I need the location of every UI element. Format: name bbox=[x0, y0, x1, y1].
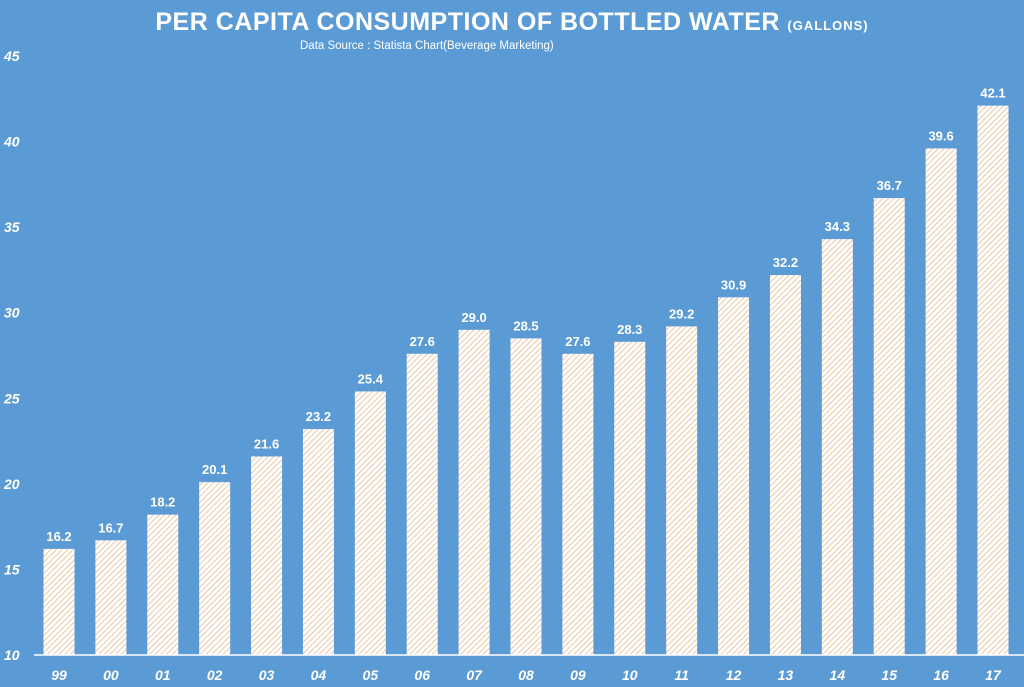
y-tick-label: 35 bbox=[4, 219, 20, 235]
x-tick-label: 99 bbox=[51, 667, 67, 683]
data-label: 32.2 bbox=[773, 255, 798, 270]
x-tick-label: 03 bbox=[259, 667, 275, 683]
y-tick-label: 20 bbox=[3, 476, 20, 492]
bar-13 bbox=[769, 275, 801, 655]
title-text: PER CAPITA CONSUMPTION OF BOTTLED WATER bbox=[155, 8, 780, 36]
data-label: 21.6 bbox=[254, 436, 279, 451]
bar-14 bbox=[821, 239, 853, 655]
x-tick-label: 09 bbox=[570, 667, 586, 683]
x-tick-label: 17 bbox=[985, 667, 1002, 683]
y-tick-label: 40 bbox=[3, 134, 20, 150]
y-tick-label: 15 bbox=[4, 561, 20, 577]
x-tick-label: 14 bbox=[830, 667, 846, 683]
bar-03 bbox=[251, 456, 283, 655]
x-tick-label: 07 bbox=[466, 667, 483, 683]
bar-08 bbox=[510, 338, 542, 655]
x-tick-label: 13 bbox=[778, 667, 794, 683]
x-tick-label: 10 bbox=[622, 667, 638, 683]
data-label: 42.1 bbox=[980, 86, 1005, 101]
x-tick-label: 12 bbox=[726, 667, 742, 683]
y-tick-label: 25 bbox=[3, 390, 20, 406]
data-label: 20.1 bbox=[202, 462, 227, 477]
x-tick-label: 05 bbox=[363, 667, 379, 683]
x-tick-label: 02 bbox=[207, 667, 223, 683]
bar-11 bbox=[666, 326, 698, 655]
data-label: 28.5 bbox=[513, 318, 538, 333]
data-label: 23.2 bbox=[306, 409, 331, 424]
data-label: 25.4 bbox=[358, 371, 384, 386]
bar-00 bbox=[95, 540, 127, 655]
data-label: 18.2 bbox=[150, 495, 175, 510]
data-label: 36.7 bbox=[877, 178, 902, 193]
chart-subtitle: Data Source : Statista Chart(Beverage Ma… bbox=[300, 40, 554, 52]
bar-04 bbox=[302, 429, 334, 655]
y-tick-label: 30 bbox=[4, 305, 20, 321]
chart-title: PER CAPITA CONSUMPTION OF BOTTLED WATER … bbox=[0, 8, 1024, 37]
x-tick-label: 15 bbox=[881, 667, 897, 683]
bar-16 bbox=[925, 148, 957, 655]
data-label: 29.0 bbox=[461, 310, 486, 325]
x-tick-label: 06 bbox=[414, 667, 430, 683]
y-tick-label: 45 bbox=[3, 48, 20, 64]
bar-15 bbox=[873, 198, 905, 655]
data-label: 30.9 bbox=[721, 277, 746, 292]
bar-05 bbox=[354, 391, 386, 655]
bar-01 bbox=[147, 514, 179, 655]
bar-02 bbox=[199, 482, 231, 655]
data-label: 16.7 bbox=[98, 520, 123, 535]
y-tick-label: 10 bbox=[4, 647, 20, 663]
x-tick-label: 04 bbox=[311, 667, 327, 683]
bar-10 bbox=[614, 341, 646, 655]
title-unit: (GALLONS) bbox=[787, 18, 869, 33]
bar-12 bbox=[718, 297, 750, 655]
x-tick-label: 01 bbox=[155, 667, 171, 683]
data-label: 27.6 bbox=[410, 334, 435, 349]
bar-07 bbox=[458, 329, 490, 655]
data-label: 34.3 bbox=[825, 219, 850, 234]
x-tick-label: 00 bbox=[103, 667, 119, 683]
x-tick-label: 16 bbox=[933, 667, 949, 683]
data-label: 27.6 bbox=[565, 334, 590, 349]
data-label: 39.6 bbox=[928, 128, 953, 143]
x-tick-label: 11 bbox=[674, 667, 689, 683]
data-label: 16.2 bbox=[46, 529, 71, 544]
bar-99 bbox=[43, 548, 75, 655]
data-label: 28.3 bbox=[617, 322, 642, 337]
x-tick-label: 08 bbox=[518, 667, 534, 683]
data-label: 29.2 bbox=[669, 306, 694, 321]
bar-06 bbox=[406, 353, 438, 655]
bar-17 bbox=[977, 105, 1009, 656]
bar-09 bbox=[562, 353, 594, 655]
